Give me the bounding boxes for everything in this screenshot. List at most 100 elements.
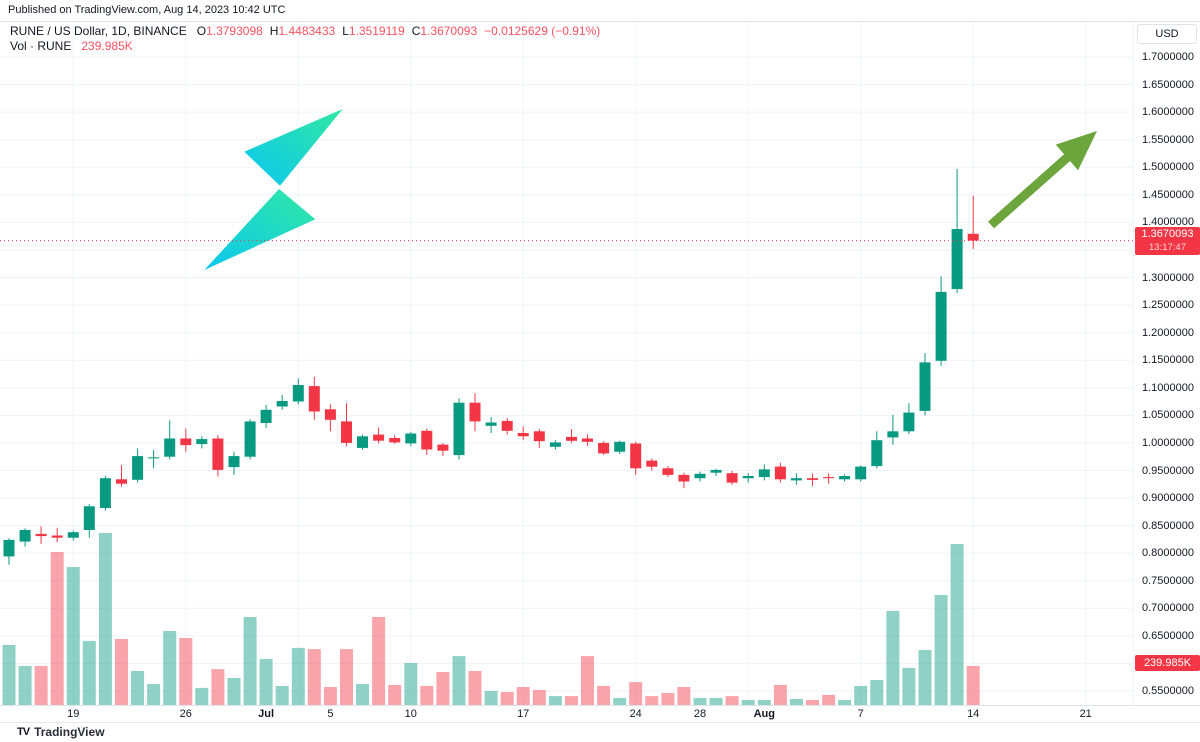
candle — [887, 431, 899, 438]
candle — [67, 532, 79, 538]
volume-bar — [147, 684, 161, 705]
volume-bar — [436, 672, 450, 705]
candle — [421, 430, 433, 450]
volume-bar — [597, 686, 611, 705]
volume-bar — [34, 666, 48, 705]
time-tick-26: 26 — [179, 708, 192, 720]
time-tick-5: 5 — [327, 708, 334, 720]
legend-row-volume: Vol · RUNE 239.985K — [10, 39, 600, 54]
bar-countdown: 13:17:47 — [1149, 241, 1186, 253]
volume-bar — [629, 682, 643, 705]
volume-bar — [645, 696, 659, 705]
volume-bar — [773, 685, 787, 705]
candle — [501, 420, 513, 431]
tradingview-logo[interactable]: TV TradingView — [17, 725, 105, 739]
legend-field-c: C1.3670093 — [411, 24, 478, 38]
published-text: Published on TradingView.com, Aug 14, 20… — [8, 4, 286, 16]
candle — [437, 444, 449, 451]
volume-bars — [2, 533, 980, 705]
candle — [694, 473, 706, 479]
price-axis-label: 0.7000000 — [1142, 602, 1194, 615]
volume-bar — [420, 686, 434, 705]
volume-bar — [918, 650, 932, 705]
volume-bar — [98, 533, 112, 705]
volume-bar — [500, 692, 514, 705]
candle — [774, 466, 786, 480]
candle — [212, 438, 224, 470]
time-tick-14: 14 — [967, 708, 980, 720]
time-tick-aug: Aug — [753, 708, 775, 720]
price-axis-label: 1.1500000 — [1142, 354, 1194, 367]
volume-bar — [243, 617, 257, 705]
volume-bar — [50, 552, 64, 705]
volume-bar — [950, 544, 964, 705]
volume-bar — [838, 700, 852, 705]
candle — [790, 478, 802, 481]
candle — [292, 385, 304, 402]
volume-bar — [131, 671, 145, 705]
volume-label: Vol · RUNE — [10, 39, 72, 53]
volume-bar — [516, 687, 530, 705]
volume-bar — [323, 687, 337, 705]
volume-bar — [163, 631, 177, 705]
volume-bar — [227, 678, 241, 705]
volume-bar — [275, 686, 289, 705]
candle — [630, 443, 642, 469]
currency-axis-button[interactable]: USD — [1137, 24, 1197, 44]
price-axis[interactable]: USD 1.7000000 1.6500000 1.6000000 1.5500000… — [1133, 22, 1200, 705]
time-tick-7: 7 — [857, 708, 864, 720]
candle — [517, 433, 529, 437]
time-tick-24: 24 — [629, 708, 642, 720]
volume-bar — [18, 666, 32, 705]
candle — [3, 539, 15, 557]
candle — [485, 422, 497, 426]
candle — [566, 436, 577, 441]
candle — [116, 479, 127, 484]
tradingview-brand-text: TradingView — [34, 725, 105, 739]
candles — [3, 168, 979, 565]
candlestick-chart[interactable] — [0, 22, 1133, 705]
candle — [196, 439, 208, 445]
candle — [244, 421, 256, 457]
time-tick-jul: Jul — [258, 708, 275, 720]
candle — [533, 431, 545, 442]
time-axis[interactable]: 19 26 Jul 5 10 17 24 28 Aug 7 14 21 — [0, 705, 1200, 723]
volume-bar — [388, 685, 402, 705]
volume-bar — [693, 698, 707, 705]
candle — [678, 474, 690, 482]
candle — [807, 478, 818, 480]
price-axis-label: 1.6000000 — [1142, 106, 1194, 119]
volume-bar — [870, 680, 884, 705]
price-axis-label: 1.0000000 — [1142, 436, 1194, 449]
legend-field-h: H1.4483433 — [269, 24, 336, 38]
price-axis-label: 1.4000000 — [1142, 216, 1194, 229]
volume-bar — [179, 638, 193, 705]
candle — [228, 456, 240, 468]
legend-field-o: O1.3793098 — [196, 24, 263, 38]
price-axis-label: 1.2500000 — [1142, 299, 1194, 312]
grid-lines — [0, 22, 1133, 705]
volume-bar — [789, 699, 803, 705]
candle — [935, 291, 947, 361]
last-price-badge: 1.3670093 13:17:47 — [1135, 226, 1200, 255]
volume-bar — [854, 686, 868, 705]
candle — [742, 476, 754, 479]
up-arrow-icon — [988, 131, 1097, 229]
volume-bar — [115, 639, 128, 705]
candle — [373, 434, 385, 441]
volume-bar — [66, 567, 80, 705]
time-tick-19: 19 — [67, 708, 80, 720]
time-tick-28: 28 — [693, 708, 707, 720]
volume-bar — [757, 700, 771, 705]
volume-value: 239.985K — [81, 39, 133, 53]
volume-bar — [195, 687, 209, 705]
volume-bar — [966, 666, 980, 705]
price-axis-label: 1.5000000 — [1142, 161, 1194, 174]
price-axis-label: 0.6500000 — [1142, 629, 1194, 642]
candle — [35, 533, 47, 537]
volume-bar — [565, 696, 578, 705]
volume-bar — [468, 671, 482, 705]
chart-area: RUNE / US Dollar, 1D, BINANCE O1.3793098 H… — [0, 22, 1200, 705]
price-axis-label: 1.3000000 — [1142, 271, 1194, 284]
